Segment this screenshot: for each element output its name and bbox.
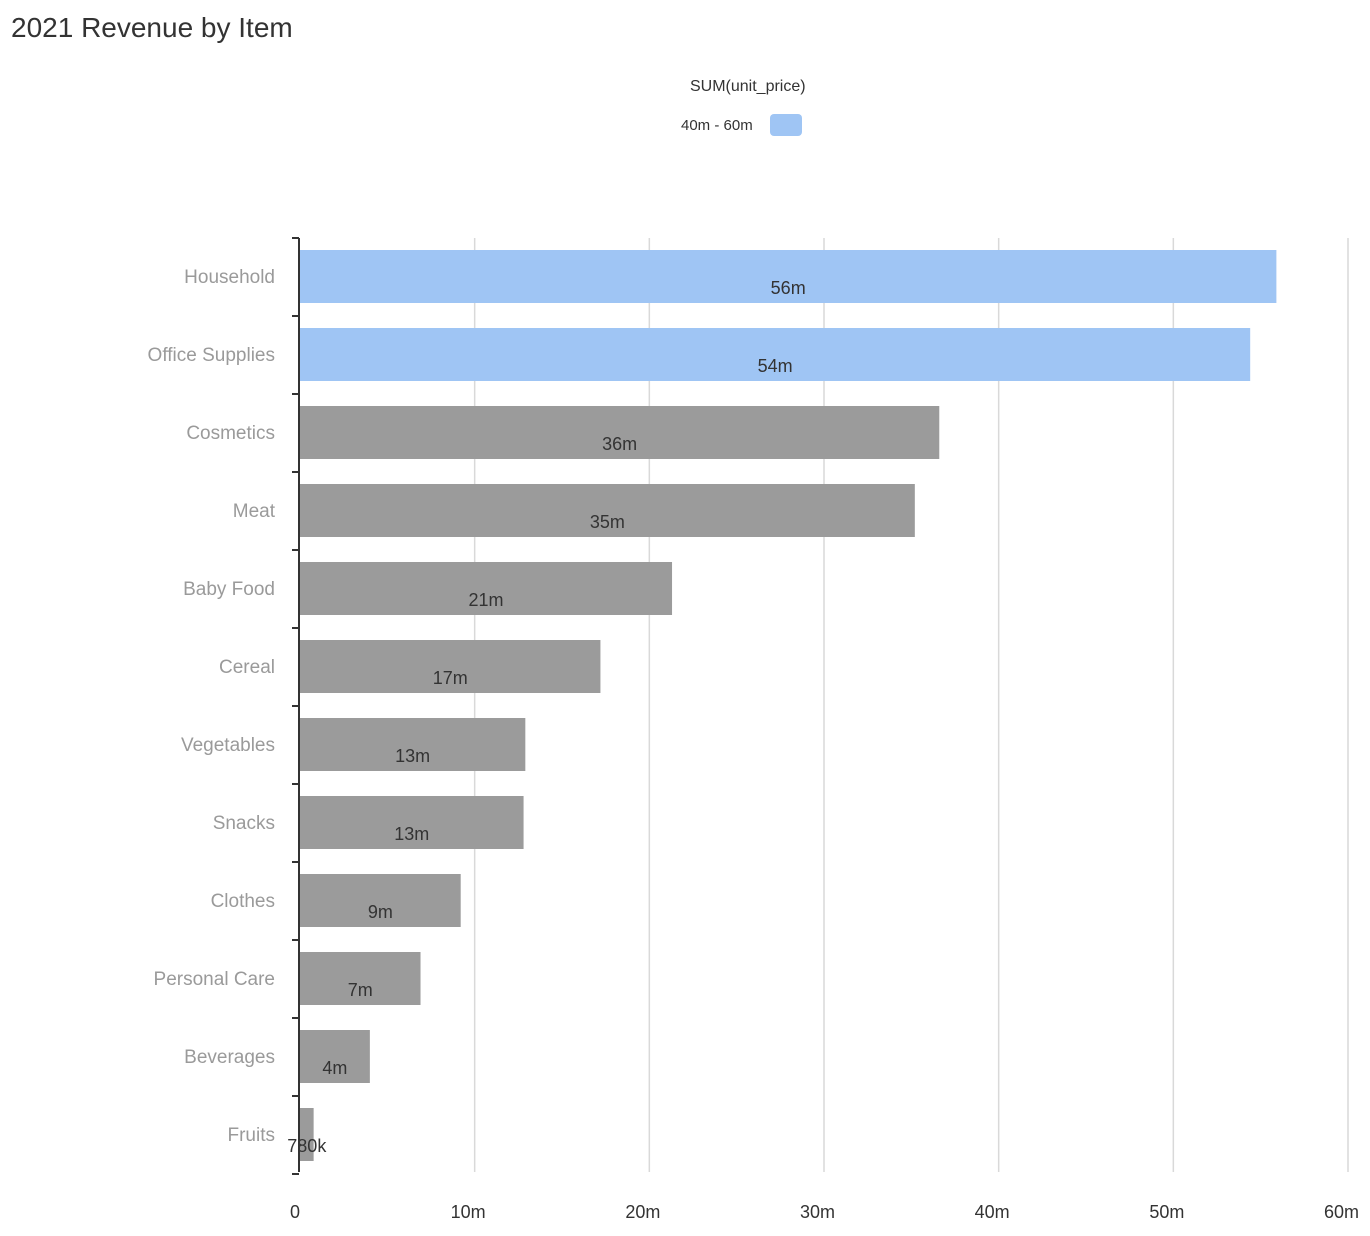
data-label: 13m (395, 746, 430, 766)
category-label: Clothes (211, 891, 275, 912)
data-label: 21m (469, 590, 504, 610)
bar (300, 406, 940, 459)
data-label: 13m (394, 824, 429, 844)
bar (300, 640, 601, 693)
gridlines (473, 238, 1349, 1172)
category-label: Household (184, 267, 275, 288)
category-label: Meat (233, 501, 276, 522)
bar (300, 328, 1251, 381)
data-label: 4m (322, 1058, 347, 1078)
data-label: 54m (758, 356, 793, 376)
legend-item[interactable]: 40m - 60m (681, 113, 802, 137)
category-label: Fruits (228, 1125, 276, 1146)
data-label: 36m (602, 434, 637, 454)
y-axis (292, 237, 300, 1175)
data-label: 56m (771, 278, 806, 298)
category-label: Cosmetics (186, 423, 275, 444)
category-labels: Household Office Supplies Cosmetics Meat Bab… (148, 267, 276, 1146)
bar (300, 1108, 314, 1161)
category-label: Vegetables (181, 735, 275, 756)
x-tick-label: 20m (625, 1202, 660, 1222)
bar (300, 1030, 370, 1083)
category-label: Baby Food (183, 579, 275, 600)
x-tick-label: 50m (1149, 1202, 1184, 1222)
bar (300, 952, 421, 1005)
category-label: Office Supplies (148, 345, 275, 366)
category-label: Personal Care (154, 969, 275, 990)
bar (300, 796, 524, 849)
category-label: Cereal (219, 657, 275, 678)
legend-swatch (769, 114, 802, 136)
x-tick-label: 10m (451, 1202, 486, 1222)
bar (300, 484, 915, 537)
x-axis-tick-labels: 0 10m 20m 30m 40m 50m 60m (290, 1202, 1359, 1222)
x-tick-label: 30m (800, 1202, 835, 1222)
legend-title: SUM(unit_price) (690, 78, 806, 95)
x-tick-label: 40m (975, 1202, 1010, 1222)
data-label: 9m (368, 902, 393, 922)
legend-item-label: 40m - 60m (681, 116, 753, 134)
data-labels: 56m 54m 36m 35m 21m 17m 13m 13m 9m 7m 4m 780k (287, 278, 805, 1156)
bar (300, 250, 1277, 303)
x-tick-label: 60m (1324, 1202, 1359, 1222)
data-label: 780k (287, 1136, 327, 1156)
x-tick-label: 0 (290, 1202, 300, 1222)
bar (300, 718, 526, 771)
category-label: Beverages (184, 1047, 275, 1068)
data-label: 17m (433, 668, 468, 688)
chart-title: 2021 Revenue by Item (11, 12, 293, 43)
bar (300, 562, 673, 615)
data-label: 35m (590, 512, 625, 532)
bar (300, 874, 461, 927)
category-label: Snacks (213, 813, 275, 834)
data-label: 7m (348, 980, 373, 1000)
bars (300, 250, 1277, 1161)
